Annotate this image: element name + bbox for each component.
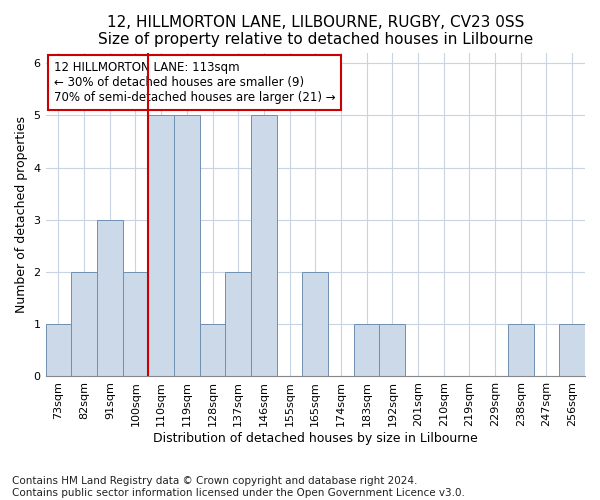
Bar (148, 116, 174, 376)
Text: 12 HILLMORTON LANE: 113sqm
← 30% of detached houses are smaller (9)
70% of semi-: 12 HILLMORTON LANE: 113sqm ← 30% of deta… (53, 61, 335, 104)
Bar (302, 272, 328, 376)
Bar (251, 116, 277, 376)
Bar (122, 272, 148, 376)
Bar (379, 324, 405, 376)
Text: Contains HM Land Registry data © Crown copyright and database right 2024.
Contai: Contains HM Land Registry data © Crown c… (12, 476, 465, 498)
Y-axis label: Number of detached properties: Number of detached properties (15, 116, 28, 313)
Bar (508, 324, 533, 376)
Bar (200, 324, 226, 376)
Bar (354, 324, 379, 376)
X-axis label: Distribution of detached houses by size in Lilbourne: Distribution of detached houses by size … (153, 432, 478, 445)
Bar (174, 116, 200, 376)
Bar (226, 272, 251, 376)
Bar (97, 220, 122, 376)
Bar (559, 324, 585, 376)
Title: 12, HILLMORTON LANE, LILBOURNE, RUGBY, CV23 0SS
Size of property relative to det: 12, HILLMORTON LANE, LILBOURNE, RUGBY, C… (98, 15, 533, 48)
Bar (71, 272, 97, 376)
Bar (46, 324, 71, 376)
